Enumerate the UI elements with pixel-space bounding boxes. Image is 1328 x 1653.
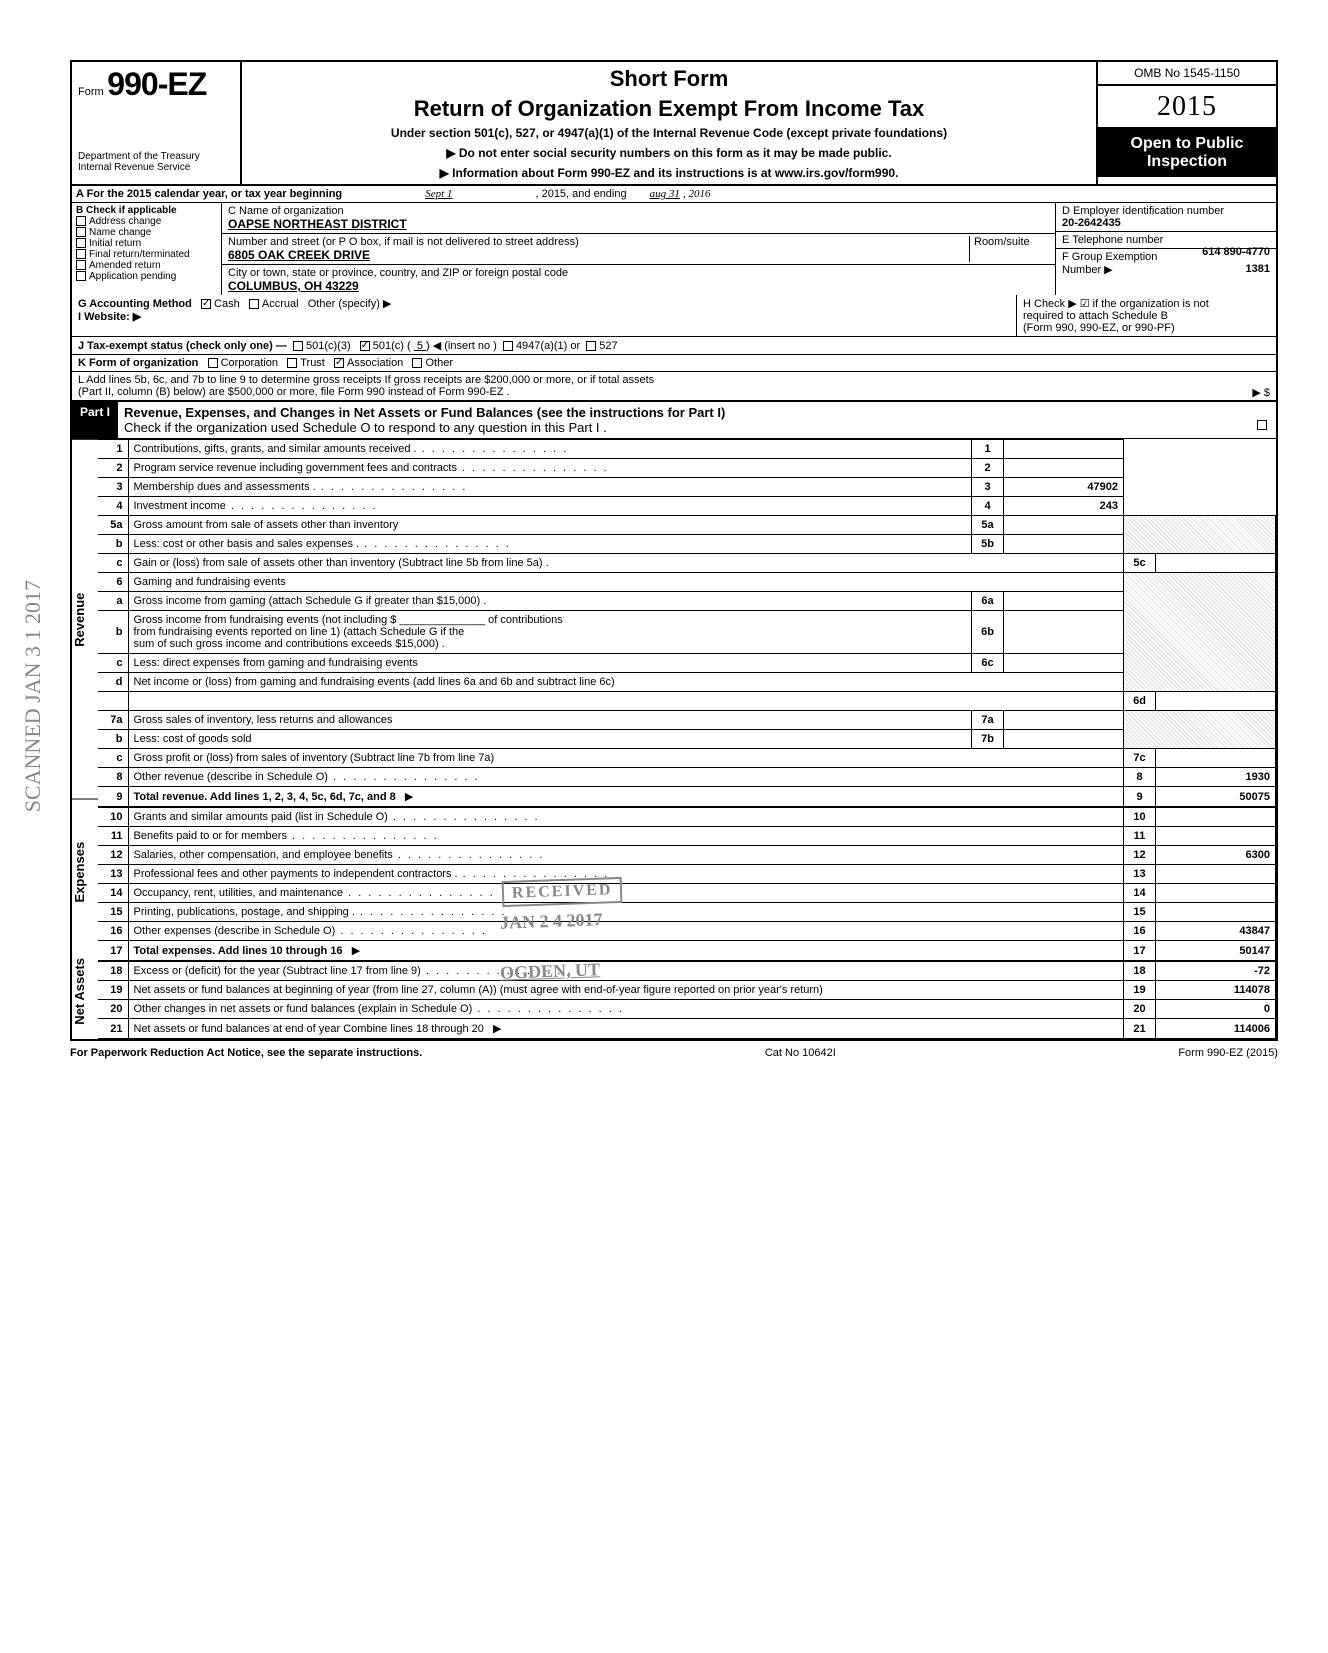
b-header: B Check if applicable bbox=[76, 205, 177, 216]
room-suite-label: Room/suite bbox=[969, 236, 1049, 262]
ssn-warning: ▶ Do not enter social security numbers o… bbox=[252, 146, 1086, 160]
info-link: ▶ Information about Form 990-EZ and its … bbox=[252, 166, 1086, 180]
year-end: , 2016 bbox=[683, 188, 711, 200]
part-i-title: Revenue, Expenses, and Changes in Net As… bbox=[124, 405, 725, 420]
row-j-status: J Tax-exempt status (check only one) — 5… bbox=[70, 337, 1278, 355]
cb-amended[interactable] bbox=[76, 260, 86, 270]
form-label: Form bbox=[78, 86, 104, 98]
netassets-label: Net Assets bbox=[72, 943, 98, 1039]
row-a-tax-year: A For the 2015 calendar year, or tax yea… bbox=[70, 186, 1278, 203]
subtitle: Under section 501(c), 527, or 4947(a)(1)… bbox=[252, 126, 1086, 140]
footer-right: Form 990-EZ (2015) bbox=[1178, 1047, 1278, 1059]
cb-assoc[interactable] bbox=[334, 358, 344, 368]
part-i-badge: Part I bbox=[72, 402, 118, 438]
cb-initial-return[interactable] bbox=[76, 238, 86, 248]
cb-501c3[interactable] bbox=[293, 341, 303, 351]
form-number: 990-EZ bbox=[107, 66, 206, 102]
cb-name-change[interactable] bbox=[76, 227, 86, 237]
part-i-check: Check if the organization used Schedule … bbox=[124, 420, 607, 435]
lines-table: 1Contributions, gifts, grants, and simil… bbox=[98, 439, 1276, 1039]
phone: 614 890-4770 bbox=[1202, 246, 1270, 258]
cb-cash[interactable] bbox=[201, 299, 211, 309]
h-line1: H Check ▶ ☑ if the organization is not bbox=[1023, 298, 1209, 310]
cb-501c[interactable] bbox=[360, 341, 370, 351]
main-title: Return of Organization Exempt From Incom… bbox=[252, 96, 1086, 122]
short-form-label: Short Form bbox=[252, 66, 1086, 92]
org-info-grid: B Check if applicable Address change Nam… bbox=[70, 203, 1278, 295]
cb-other-org[interactable] bbox=[412, 358, 422, 368]
scanned-stamp: SCANNED JAN 3 1 2017 bbox=[20, 580, 46, 812]
tax-year: 2015 bbox=[1098, 86, 1276, 129]
part-i-header: Part I Revenue, Expenses, and Changes in… bbox=[70, 402, 1278, 439]
row-k-form-org: K Form of organization Corporation Trust… bbox=[70, 355, 1278, 372]
org-city: COLUMBUS, OH 43229 bbox=[228, 279, 359, 293]
d-label: D Employer identification number bbox=[1062, 205, 1224, 217]
f-label: F Group Exemption bbox=[1062, 251, 1157, 263]
cb-4947[interactable] bbox=[503, 341, 513, 351]
open-to-public: Open to PublicInspection bbox=[1098, 129, 1276, 177]
year-end-month: aug 31 bbox=[650, 188, 680, 200]
omb-number: OMB No 1545-1150 bbox=[1098, 62, 1276, 86]
cb-schedule-o[interactable] bbox=[1257, 420, 1267, 430]
form-header: Form 990-EZ Department of the Treasury I… bbox=[70, 60, 1278, 186]
revenue-label: Revenue bbox=[72, 439, 98, 799]
row-l-receipts: L Add lines 5b, 6c, and 7b to line 9 to … bbox=[70, 372, 1278, 402]
cb-trust[interactable] bbox=[287, 358, 297, 368]
cb-final-return[interactable] bbox=[76, 249, 86, 259]
ein: 20-2642435 bbox=[1062, 217, 1121, 229]
cb-527[interactable] bbox=[586, 341, 596, 351]
page-footer: For Paperwork Reduction Act Notice, see … bbox=[70, 1041, 1278, 1059]
year-begin: Sept 1 bbox=[425, 188, 452, 200]
city-label: City or town, state or province, country… bbox=[228, 267, 568, 279]
expenses-label: Expenses bbox=[72, 799, 98, 944]
org-name: OAPSE NORTHEAST DISTRICT bbox=[228, 217, 407, 231]
part-i-body: RECEIVED JAN 2 4 2017 OGDEN, UT Revenue … bbox=[70, 439, 1278, 1041]
cb-address-change[interactable] bbox=[76, 216, 86, 226]
h-line2: required to attach Schedule B bbox=[1023, 310, 1168, 322]
i-website: I Website: ▶ bbox=[78, 311, 141, 323]
e-label: E Telephone number bbox=[1062, 234, 1163, 246]
dept-treasury: Department of the Treasury bbox=[78, 151, 234, 162]
footer-cat: Cat No 10642I bbox=[765, 1047, 836, 1059]
row-g-accounting: G Accounting Method Cash Accrual Other (… bbox=[70, 295, 1278, 337]
cb-pending[interactable] bbox=[76, 271, 86, 281]
c-label: C Name of organization bbox=[228, 205, 344, 217]
h-line3: (Form 990, 990-EZ, or 990-PF) bbox=[1023, 322, 1175, 334]
org-street: 6805 OAK CREEK DRIVE bbox=[228, 248, 370, 262]
addr-label: Number and street (or P O box, if mail i… bbox=[228, 236, 579, 248]
group-exemption: 1381 bbox=[1246, 263, 1270, 275]
cb-corp[interactable] bbox=[208, 358, 218, 368]
footer-left: For Paperwork Reduction Act Notice, see … bbox=[70, 1047, 422, 1059]
cb-accrual[interactable] bbox=[249, 299, 259, 309]
dept-irs: Internal Revenue Service bbox=[78, 162, 234, 173]
